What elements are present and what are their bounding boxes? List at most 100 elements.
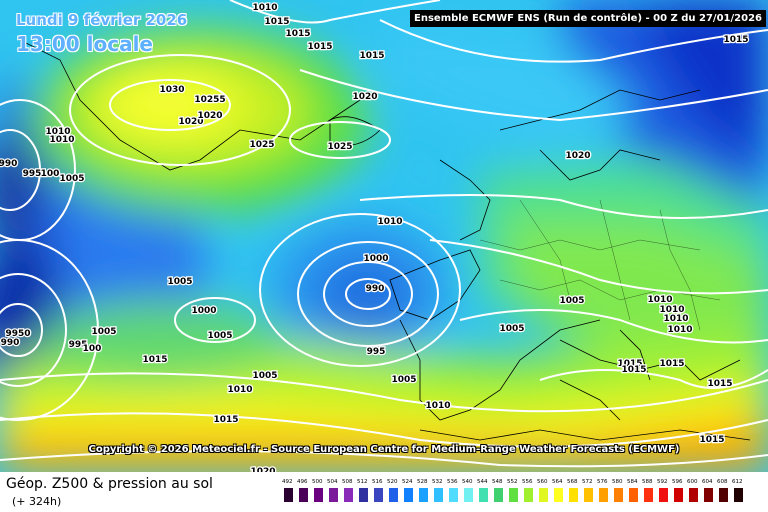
pressure-label: 1010 <box>659 305 684 315</box>
pressure-label: 1010 <box>425 401 450 411</box>
pressure-label: 1010 <box>663 314 688 324</box>
legend-swatch <box>719 488 728 502</box>
legend-swatch <box>374 488 383 502</box>
legend-tick-label: 500 <box>312 479 323 485</box>
legend-swatch <box>479 488 488 502</box>
pressure-label: 1025 <box>327 142 352 152</box>
valid-time: 13:00 locale <box>16 32 153 56</box>
legend-tick-label: 612 <box>732 479 743 485</box>
legend-swatch <box>614 488 623 502</box>
legend-tick-label: 504 <box>327 479 338 485</box>
legend-tick-label: 540 <box>462 479 473 485</box>
legend-tick-label: 596 <box>672 479 683 485</box>
legend-tick-label: 564 <box>552 479 563 485</box>
pressure-label: 1015 <box>359 51 384 61</box>
geopotential-shading <box>0 0 768 472</box>
pressure-label: 995 <box>367 347 386 357</box>
legend-tick-label: 592 <box>657 479 668 485</box>
legend-swatch <box>554 488 563 502</box>
legend-swatch <box>314 488 323 502</box>
legend-swatch <box>674 488 683 502</box>
legend-tick-label: 512 <box>357 479 368 485</box>
legend-tick-label: 584 <box>627 479 638 485</box>
pressure-label: 1015 <box>264 17 289 27</box>
legend-swatch <box>389 488 398 502</box>
legend-swatch <box>434 488 443 502</box>
pressure-label: 1015 <box>307 42 332 52</box>
pressure-label: 100 <box>83 344 102 354</box>
legend-tick-label: 492 <box>282 479 293 485</box>
legend-tick-label: 588 <box>642 479 653 485</box>
pressure-label: 1005 <box>391 375 416 385</box>
legend-swatch <box>419 488 428 502</box>
legend-swatch <box>284 488 293 502</box>
pressure-label: 1015 <box>621 365 646 375</box>
pressure-field-map: 1010101510151015101510151030102551020102… <box>0 0 768 472</box>
pressure-label: 1015 <box>699 435 724 445</box>
model-run-header: Ensemble ECMWF ENS (Run de contrôle) - 0… <box>410 10 766 27</box>
legend-tick-label: 544 <box>477 479 488 485</box>
legend-swatch <box>569 488 578 502</box>
legend-tick-label: 516 <box>372 479 383 485</box>
pressure-label: 990 <box>366 284 385 294</box>
pressure-label: 1025 <box>249 140 274 150</box>
pressure-label-layer: 1010101510151015101510151030102551020102… <box>0 2 750 472</box>
pressure-label: 1015 <box>213 415 238 425</box>
legend-tick-label: 560 <box>537 479 548 485</box>
legend-swatch <box>404 488 413 502</box>
copyright-notice: Copyright © 2026 Meteociel.fr - Source E… <box>88 444 680 455</box>
legend-swatch <box>449 488 458 502</box>
pressure-label: 1010 <box>227 385 252 395</box>
legend-swatch <box>644 488 653 502</box>
pressure-label: 1015 <box>285 29 310 39</box>
pressure-label: 1020 <box>565 151 590 161</box>
legend-tick-label: 576 <box>597 479 608 485</box>
legend-swatch <box>524 488 533 502</box>
pressure-label: 990 <box>1 338 20 348</box>
legend-swatch <box>599 488 608 502</box>
legend-swatch <box>344 488 353 502</box>
legend-tick-label: 552 <box>507 479 518 485</box>
legend-tick-label: 520 <box>387 479 398 485</box>
legend-swatch <box>329 488 338 502</box>
color-scale-legend: 492 496 500 504 508 512 516 520 524 528 532 536 540 5… <box>282 479 752 509</box>
legend-swatch <box>734 488 743 502</box>
isobars <box>0 0 768 468</box>
pressure-label: 10255 <box>194 95 225 105</box>
legend-tick-label: 536 <box>447 479 458 485</box>
coastlines <box>19 39 751 441</box>
legend-tick-label: 532 <box>432 479 443 485</box>
pressure-label: 1005 <box>167 277 192 287</box>
legend-tick-label: 604 <box>702 479 713 485</box>
legend-swatch <box>494 488 503 502</box>
pressure-label: 1010 <box>49 135 74 145</box>
legend-tick-label: 524 <box>402 479 413 485</box>
pressure-label: 1005 <box>499 324 524 334</box>
pressure-label: 1010 <box>377 217 402 227</box>
pressure-label: 9950 <box>5 329 30 339</box>
legend-tick-label: 528 <box>417 479 428 485</box>
legend-swatch <box>584 488 593 502</box>
legend-swatch <box>509 488 518 502</box>
pressure-label: 1020 <box>178 117 203 127</box>
pressure-label: 1010 <box>647 295 672 305</box>
legend-tick-label: 580 <box>612 479 623 485</box>
legend-swatch <box>629 488 638 502</box>
weather-map: 1010 1015 1015 1015 1015 1015 1030 10255 1020 102… <box>0 0 768 472</box>
legend-swatch <box>539 488 548 502</box>
legend-swatch <box>359 488 368 502</box>
pressure-label: 1000 <box>363 254 388 264</box>
legend-tick-label: 608 <box>717 479 728 485</box>
footer-bar: Géop. Z500 & pression au sol (+ 324h) 49… <box>0 472 768 512</box>
legend-swatch <box>464 488 473 502</box>
pressure-label: 1005 <box>207 331 232 341</box>
legend-tick-label: 568 <box>567 479 578 485</box>
pressure-label: 100 <box>41 169 60 179</box>
legend-swatch <box>299 488 308 502</box>
pressure-label: 1005 <box>91 327 116 337</box>
pressure-label: 1020 <box>250 467 275 472</box>
pressure-label: 1020 <box>197 111 222 121</box>
pressure-label: 1010 <box>252 3 277 13</box>
pressure-label: 995 <box>69 340 88 350</box>
pressure-label: 1010 <box>45 127 70 137</box>
